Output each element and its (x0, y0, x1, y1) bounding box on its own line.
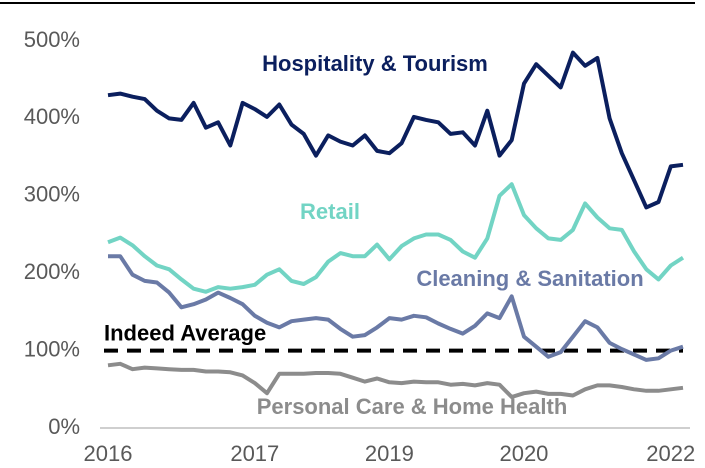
y-tick-label: 400% (24, 104, 80, 129)
series-line (107, 361, 684, 399)
x-tick-label: 2016 (84, 441, 133, 466)
series-line (108, 254, 684, 362)
x-tick-label: 2017 (230, 441, 279, 466)
x-tick-label: 2020 (499, 441, 548, 466)
reference-label: Indeed Average (104, 320, 266, 345)
series-label: Personal Care & Home Health (257, 394, 568, 419)
series-line (107, 182, 685, 294)
series-label: Cleaning & Sanitation (416, 266, 643, 291)
y-tick-label: 500% (24, 27, 80, 52)
y-tick-label: 100% (24, 336, 80, 361)
x-tick-label: 2022 (646, 441, 695, 466)
x-tick-label: 2019 (365, 441, 414, 466)
series-label: Retail (300, 199, 360, 224)
series-line (107, 50, 684, 210)
y-tick-label: 200% (24, 259, 80, 284)
y-tick-label: 300% (24, 182, 80, 207)
y-tick-label: 0% (48, 414, 80, 439)
series-label: Hospitality & Tourism (262, 51, 488, 76)
